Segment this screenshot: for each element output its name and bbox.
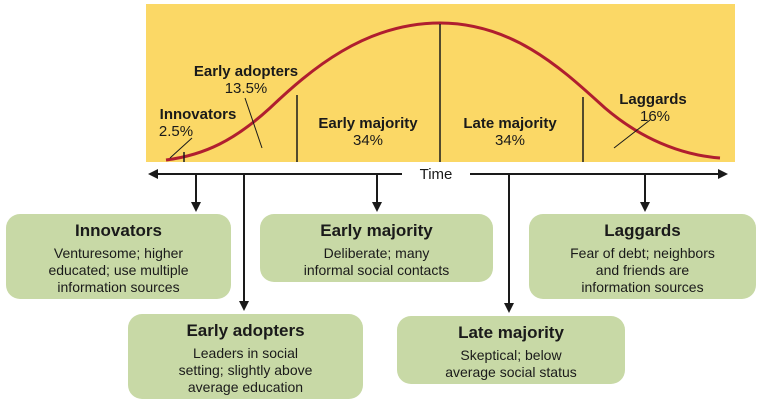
innovators-curve-pct: 2.5% (159, 123, 193, 140)
innovators-box: Innovators Venturesome; higher educated;… (6, 214, 231, 299)
early-majority-box: Early majority Deliberate; many informal… (260, 214, 493, 282)
innovators-box-line: Venturesome; higher (53, 245, 184, 261)
laggards-box-line: and friends are (595, 262, 690, 278)
early-adopters-box-line: setting; slightly above (178, 362, 313, 378)
innovators-curve-label: Innovators (160, 106, 237, 123)
laggards-leader (613, 119, 651, 149)
late-majority-box-line: Skeptical; below (460, 347, 562, 363)
early-majority-curve-pct: 34% (353, 132, 383, 149)
innovators-box-title: Innovators (75, 221, 162, 240)
early-adopters-curve-pct: 13.5% (225, 80, 268, 97)
laggards-curve-label: Laggards (619, 91, 687, 108)
laggards-box: Laggards Fear of debt; neighbors and fri… (529, 214, 756, 299)
laggards-box-line: information sources (581, 279, 704, 295)
early-majority-box-line: Deliberate; many (323, 245, 430, 261)
late-majority-box: Late majority Skeptical; below average s… (397, 316, 625, 384)
early-adopters-box-line: Leaders in social (192, 345, 299, 361)
late-majority-curve-pct: 34% (495, 132, 525, 149)
late-majority-box-line: average social status (445, 364, 577, 380)
time-axis-label: Time (420, 166, 453, 183)
laggards-box-line: Fear of debt; neighbors (570, 245, 715, 261)
innovators-box-line: educated; use multiple (48, 262, 189, 278)
early-majority-box-title: Early majority (320, 221, 433, 240)
late-majority-box-title: Late majority (458, 323, 564, 342)
early-adopters-box-title: Early adopters (186, 321, 305, 340)
laggards-curve-pct: 16% (640, 108, 670, 125)
early-majority-box-line: informal social contacts (303, 262, 450, 278)
early-adopters-box-line: average education (187, 379, 304, 395)
early-majority-curve-label: Early majority (318, 115, 418, 132)
early-adopters-leader (244, 97, 263, 149)
laggards-box-title: Laggards (604, 221, 681, 240)
innovators-box-line: information sources (57, 279, 180, 295)
early-adopters-box: Early adopters Leaders in social setting… (128, 314, 363, 399)
early-adopters-curve-label: Early adopters (194, 63, 298, 80)
late-majority-curve-label: Late majority (463, 115, 557, 132)
innovators-leader (169, 137, 193, 159)
